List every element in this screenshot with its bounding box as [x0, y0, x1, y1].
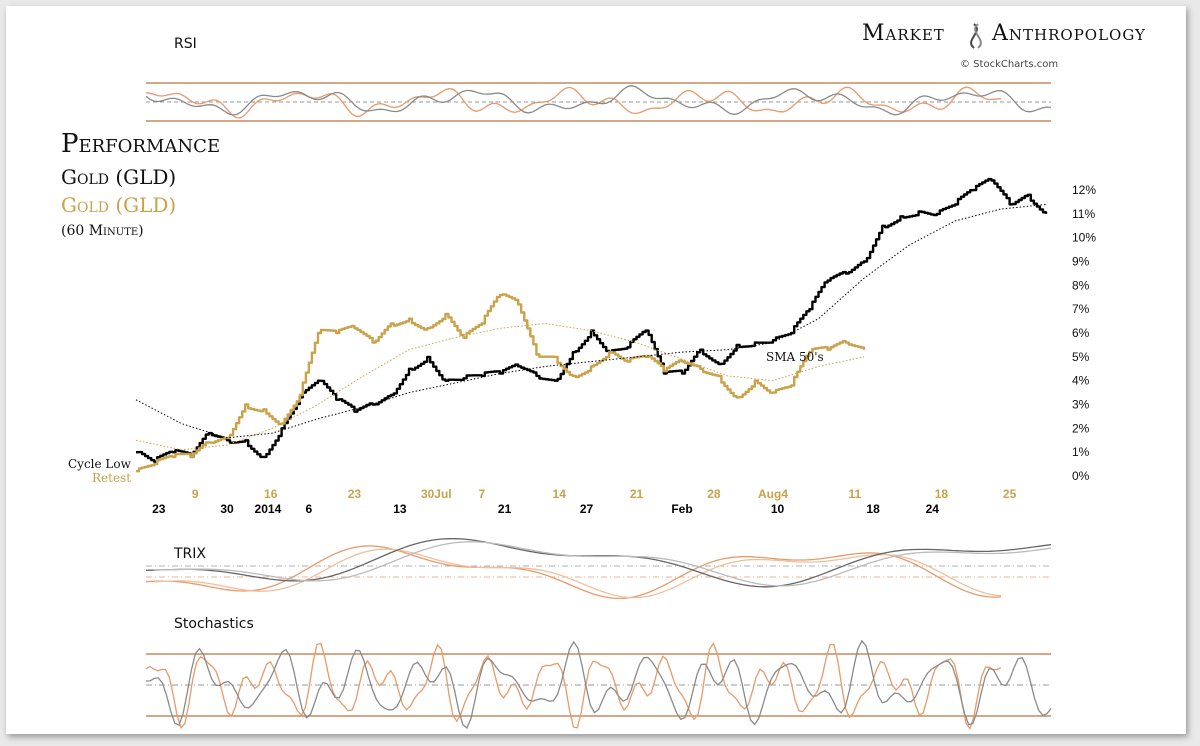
x-tick-label-gold: 18 — [935, 487, 949, 501]
x-tick-label: 21 — [498, 502, 512, 516]
brand-left: Market — [862, 21, 945, 46]
x-tick-label-gold: 7 — [478, 487, 485, 501]
chart-canvas: Market Anthropology © StockCharts.com RS… — [61, 21, 1146, 731]
retest-label: Retest — [92, 471, 131, 485]
x-tick-label-gold: 25 — [1003, 487, 1017, 501]
x-tick-label-gold: Aug4 — [758, 487, 788, 501]
trix-label: TRIX — [173, 546, 206, 562]
y-tick-label: 3% — [1072, 398, 1090, 412]
interval-label: (60 Minute) — [61, 223, 144, 239]
y-tick-label: 9% — [1072, 255, 1090, 269]
series-gold-title: Gold (GLD) — [61, 193, 176, 217]
x-tick-label-gold: 30Jul — [421, 487, 452, 501]
x-tick-label: 10 — [771, 502, 785, 516]
trix-panel — [145, 538, 1052, 600]
x-tick-label: 13 — [393, 502, 407, 516]
stochastics-label: Stochastics — [174, 616, 254, 632]
y-tick-label: 1% — [1072, 445, 1090, 459]
y-tick-label: 11% — [1072, 207, 1095, 221]
x-tick-label-gold: 11 — [849, 487, 862, 501]
stoch-black-line — [145, 639, 1052, 730]
y-tick-label: 2% — [1072, 421, 1090, 435]
trix-gold-signal — [153, 548, 1002, 599]
x-tick-label: 18 — [866, 502, 880, 516]
chart-title: Performance — [61, 129, 220, 159]
x-tick-label-gold: 16 — [264, 487, 278, 501]
performance-plot — [135, 177, 1048, 473]
series-line-black-dotted — [135, 203, 1047, 439]
stochastics-panel — [145, 639, 1052, 731]
stoch-gold-line — [145, 642, 1002, 731]
x-tick-label-gold: 28 — [707, 487, 721, 501]
x-tick-label: 23 — [152, 502, 166, 516]
trix-black-line — [145, 538, 1052, 588]
y-tick-label: 10% — [1072, 231, 1096, 245]
x-tick-label: 6 — [306, 502, 313, 516]
x-tick-label: Feb — [671, 502, 692, 516]
rsi-black-line — [145, 85, 1052, 116]
y-tick-label: 6% — [1072, 326, 1090, 340]
sma-label: SMA 50's — [766, 350, 824, 364]
y-tick-label: 0% — [1072, 469, 1090, 483]
chart-frame: Market Anthropology © StockCharts.com RS… — [6, 6, 1186, 734]
cycle-low-label: Cycle Low — [68, 457, 132, 471]
y-axis: 0% 1% 2% 3% 4% 5% 6% 7% 8% 9% 10% 11% 12% — [1072, 183, 1096, 483]
rsi-panel — [145, 82, 1052, 122]
y-tick-label: 5% — [1072, 350, 1090, 364]
y-tick-label: 8% — [1072, 278, 1090, 292]
x-tick-label-gold: 23 — [348, 487, 362, 501]
x-tick-label-gold: 21 — [630, 487, 644, 501]
helix-icon — [970, 23, 982, 49]
y-tick-label: 7% — [1072, 302, 1090, 316]
x-tick-label: 2014 — [255, 502, 282, 516]
stockcharts-credit: © StockCharts.com — [960, 59, 1058, 70]
series-black-title: Gold (GLD) — [61, 165, 176, 189]
rsi-label: RSI — [174, 36, 197, 52]
rsi-gold-line — [145, 86, 1002, 119]
x-tick-label: 24 — [926, 502, 940, 516]
y-tick-label: 12% — [1072, 183, 1096, 197]
x-tick-label-gold: 9 — [192, 487, 199, 501]
x-axis: 23 30 2014 6 13 21 27 Feb 10 18 249 16 23 30Jul 7 14 21 2… — [152, 487, 1016, 516]
trix-black-signal — [154, 541, 1052, 587]
x-tick-label-gold: 14 — [553, 487, 567, 501]
brand-right: Anthropology — [991, 21, 1146, 46]
y-tick-label: 4% — [1072, 374, 1090, 388]
x-tick-label: 27 — [580, 502, 594, 516]
x-tick-label: 30 — [220, 502, 234, 516]
series-line-gold — [136, 293, 866, 473]
